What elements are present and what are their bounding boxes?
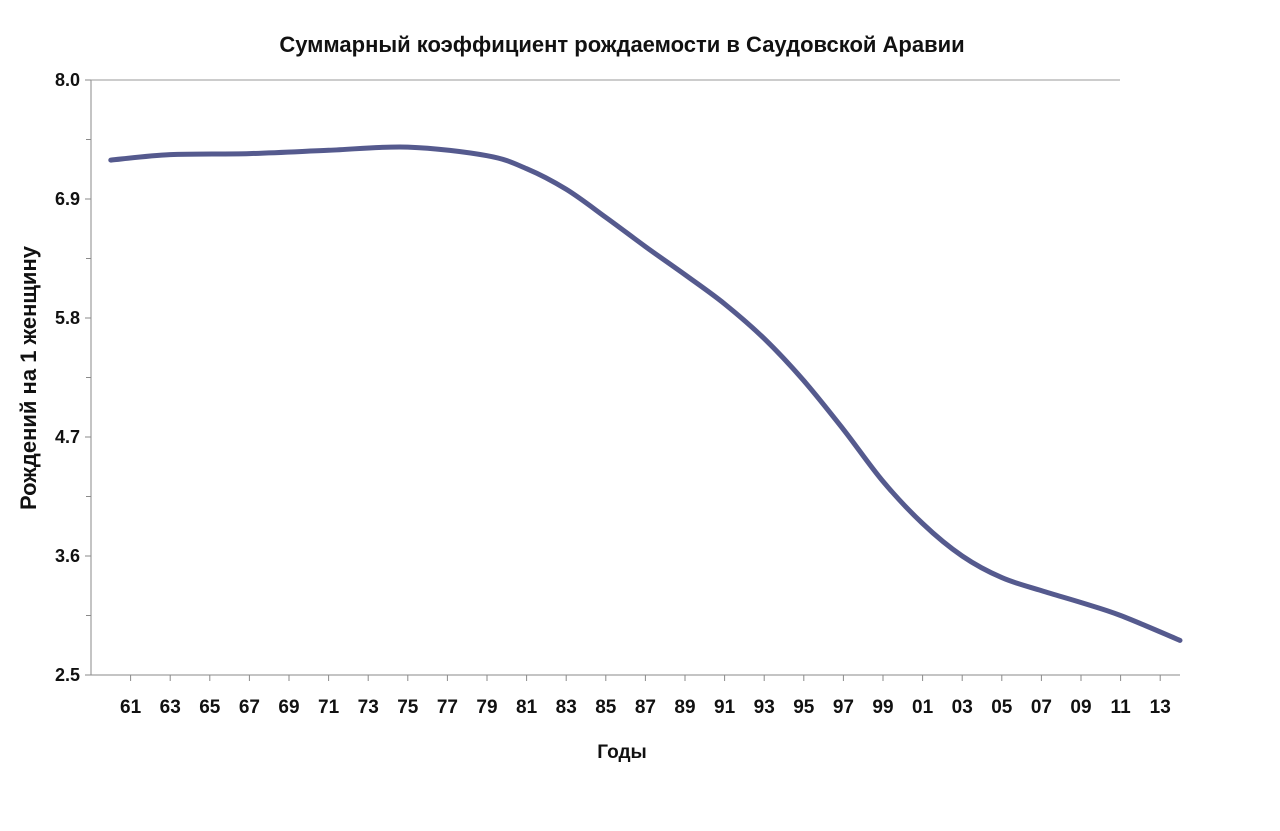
x-tick-label: 99 — [872, 697, 893, 718]
x-tick-label: 95 — [793, 697, 815, 718]
x-tick-label: 89 — [674, 697, 695, 718]
x-tick-label: 79 — [476, 697, 497, 718]
y-axis-label: Рождений на 1 женщину — [16, 245, 41, 510]
x-tick-label: 77 — [437, 697, 458, 718]
x-tick-label: 97 — [833, 697, 854, 718]
x-tick-label: 87 — [635, 697, 656, 718]
x-tick-label: 75 — [397, 697, 419, 718]
x-tick-label: 01 — [912, 697, 934, 718]
series-line — [108, 144, 1183, 643]
x-tick-label: 05 — [991, 697, 1013, 718]
y-tick-label: 2.5 — [55, 665, 80, 685]
y-tick-label: 4.7 — [55, 427, 80, 447]
x-tick-label: 83 — [556, 697, 577, 718]
plot-area: 8.0 6.9 5.8 4.7 3.6 2.5 61 63 65 67 69 71 73 75 77 79 81… — [55, 70, 1183, 718]
x-tick-label: 65 — [199, 697, 221, 718]
x-tick-label: 63 — [160, 697, 181, 718]
x-tick-label: 71 — [318, 697, 340, 718]
x-tick-label: 67 — [239, 697, 260, 718]
x-tick-label: 09 — [1070, 697, 1091, 718]
chart-title: Суммарный коэффициент рождаемости в Сауд… — [279, 32, 964, 57]
x-tick-label: 85 — [595, 697, 617, 718]
x-tick-label: 03 — [952, 697, 973, 718]
x-axis-label: Годы — [597, 742, 646, 763]
x-tick-label: 93 — [754, 697, 775, 718]
y-tick-label: 8.0 — [55, 70, 80, 90]
y-tick-label: 6.9 — [55, 189, 80, 209]
x-tick-label: 69 — [278, 697, 299, 718]
y-tick-label: 5.8 — [55, 308, 80, 328]
y-tick-label: 3.6 — [55, 546, 80, 566]
x-tick-label: 91 — [714, 697, 736, 718]
x-tick-label: 13 — [1150, 697, 1171, 718]
x-tick-label: 61 — [120, 697, 142, 718]
x-tick-label: 73 — [358, 697, 379, 718]
x-tick-label: 81 — [516, 697, 538, 718]
x-tick-label: 11 — [1111, 697, 1132, 718]
x-tick-label: 07 — [1031, 697, 1052, 718]
